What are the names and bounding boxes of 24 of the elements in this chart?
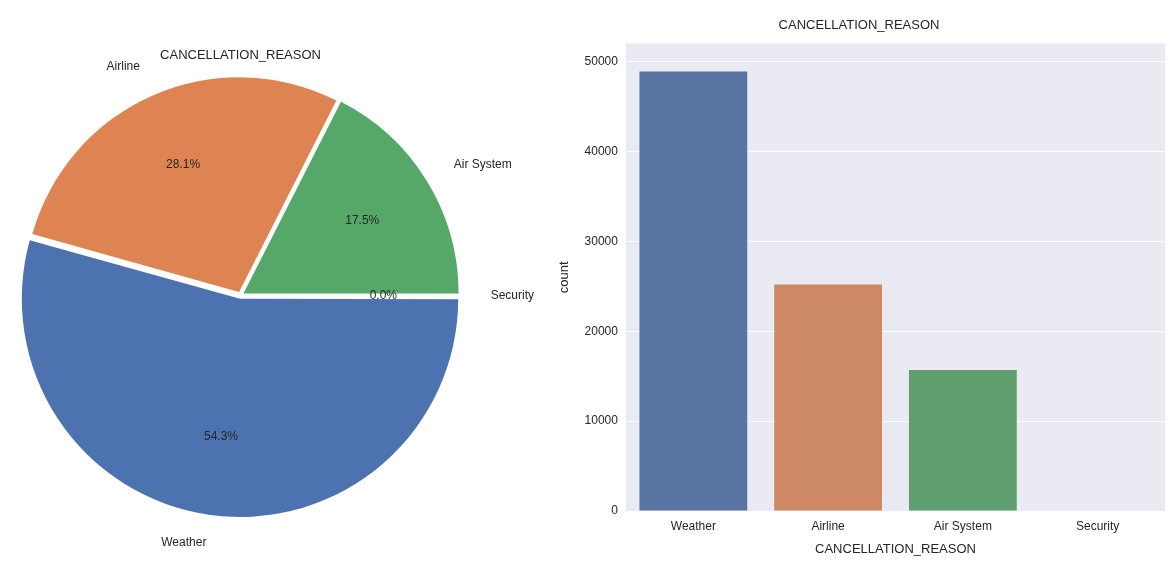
x-tick-label: Weather	[670, 518, 716, 533]
y-axis-title: count	[556, 261, 572, 294]
chart-title: CANCELLATION_REASON	[778, 17, 940, 33]
category-label: Security	[490, 287, 535, 302]
slice-label: Weather	[161, 535, 207, 550]
bar	[908, 369, 1017, 511]
bar	[774, 284, 883, 511]
x-tick-label: Air System	[933, 518, 992, 533]
x-tick-label: Security	[1075, 518, 1120, 533]
bar	[639, 71, 748, 511]
x-tick-label: Airline	[811, 518, 846, 533]
slice-label: Airline	[106, 58, 141, 73]
y-tick-label: 40000	[584, 143, 619, 158]
y-tick-label: 0	[611, 503, 619, 518]
data-label: 54.3%	[204, 429, 239, 444]
y-tick-label: 50000	[584, 53, 619, 68]
slice-label: Air System	[453, 156, 512, 171]
chart-title: CANCELLATION_REASON	[160, 47, 321, 63]
data-label: 28.1%	[166, 156, 201, 171]
y-tick-label: 30000	[584, 233, 619, 248]
x-axis-title: CANCELLATION_REASON	[815, 540, 976, 556]
y-tick-label: 20000	[584, 323, 619, 338]
data-label: 17.5%	[345, 212, 380, 227]
y-tick-label: 10000	[584, 413, 619, 428]
